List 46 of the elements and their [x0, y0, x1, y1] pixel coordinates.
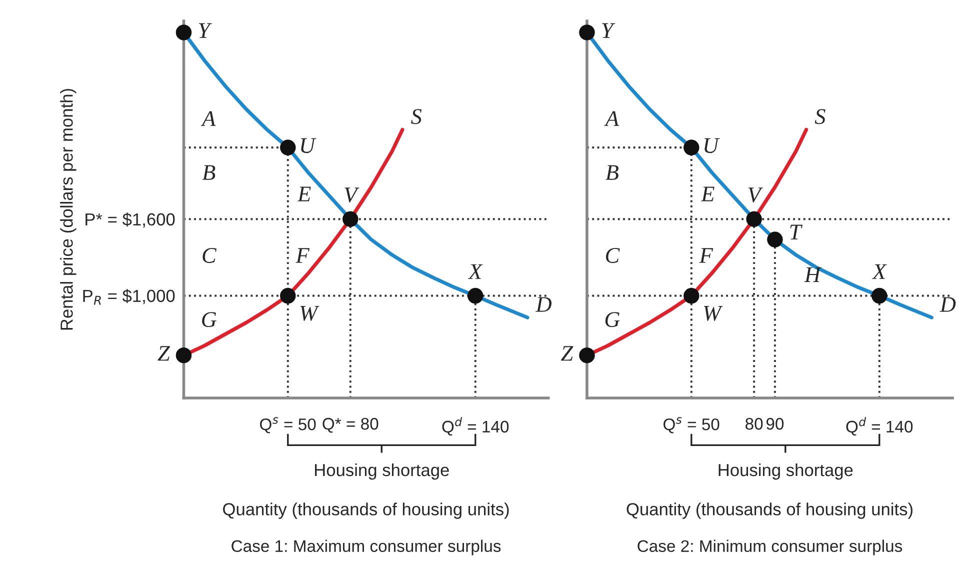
annotation: H	[804, 267, 822, 282]
series-label: S	[814, 109, 826, 124]
annotation: A	[200, 111, 216, 126]
annotation: C	[202, 248, 216, 263]
x-tick-label: Q$^{s}$ = 50	[260, 417, 316, 434]
x-axis-title: Quantity (thousands of housing units)	[223, 502, 509, 519]
data-label: V	[344, 188, 360, 203]
data-label: Y	[602, 23, 616, 38]
y-tick-label: P* = $1,600	[86, 212, 175, 228]
data-label: W	[704, 306, 723, 321]
x-tick-label: Q$^{s}$ = 50	[664, 417, 720, 434]
series-label: D	[536, 297, 552, 312]
annotation: F	[296, 248, 310, 263]
text: Case 1: Maximum consumer surplus	[232, 540, 501, 556]
data-label: V	[748, 188, 763, 203]
data-label: W	[300, 306, 320, 321]
text: Housing shortage	[315, 463, 449, 480]
x-tick-label: 90	[766, 418, 784, 430]
annotation: A	[604, 111, 620, 126]
data-label: Z	[158, 346, 170, 361]
annotation: G	[605, 312, 620, 328]
data-label: Y	[198, 23, 212, 38]
data-label: Z	[560, 346, 574, 361]
y-axis-title: Rental price (dollars per month)	[60, 88, 76, 330]
data-label: X	[872, 264, 887, 279]
x-tick-label: Q* = 80	[322, 418, 378, 433]
x-tick-label: Q$^{d}$ = 140	[442, 417, 509, 436]
annotation: B	[202, 165, 216, 180]
data-label: X	[468, 264, 483, 279]
annotation: F	[699, 248, 714, 263]
x-tick-label: 80	[746, 418, 763, 430]
x-axis-title: Quantity (thousands of housing units)	[626, 502, 912, 519]
data-label: U	[704, 138, 720, 154]
annotation: E	[700, 186, 714, 202]
x-tick-label: Q$^{d}$ = 140	[846, 417, 913, 436]
annotation: G	[202, 312, 216, 328]
series-label: S	[411, 109, 422, 124]
text: Housing shortage	[718, 463, 853, 480]
annotation: B	[606, 165, 618, 180]
text: Case 2: Minimum consumer surplus	[638, 540, 902, 556]
y-tick-label: P$_{R}$ = $1,000	[83, 289, 175, 305]
series-label: D	[940, 297, 956, 312]
data-label: T	[790, 224, 803, 240]
annotation: C	[606, 248, 620, 263]
annotation: E	[297, 186, 311, 202]
data-label: U	[301, 138, 316, 154]
